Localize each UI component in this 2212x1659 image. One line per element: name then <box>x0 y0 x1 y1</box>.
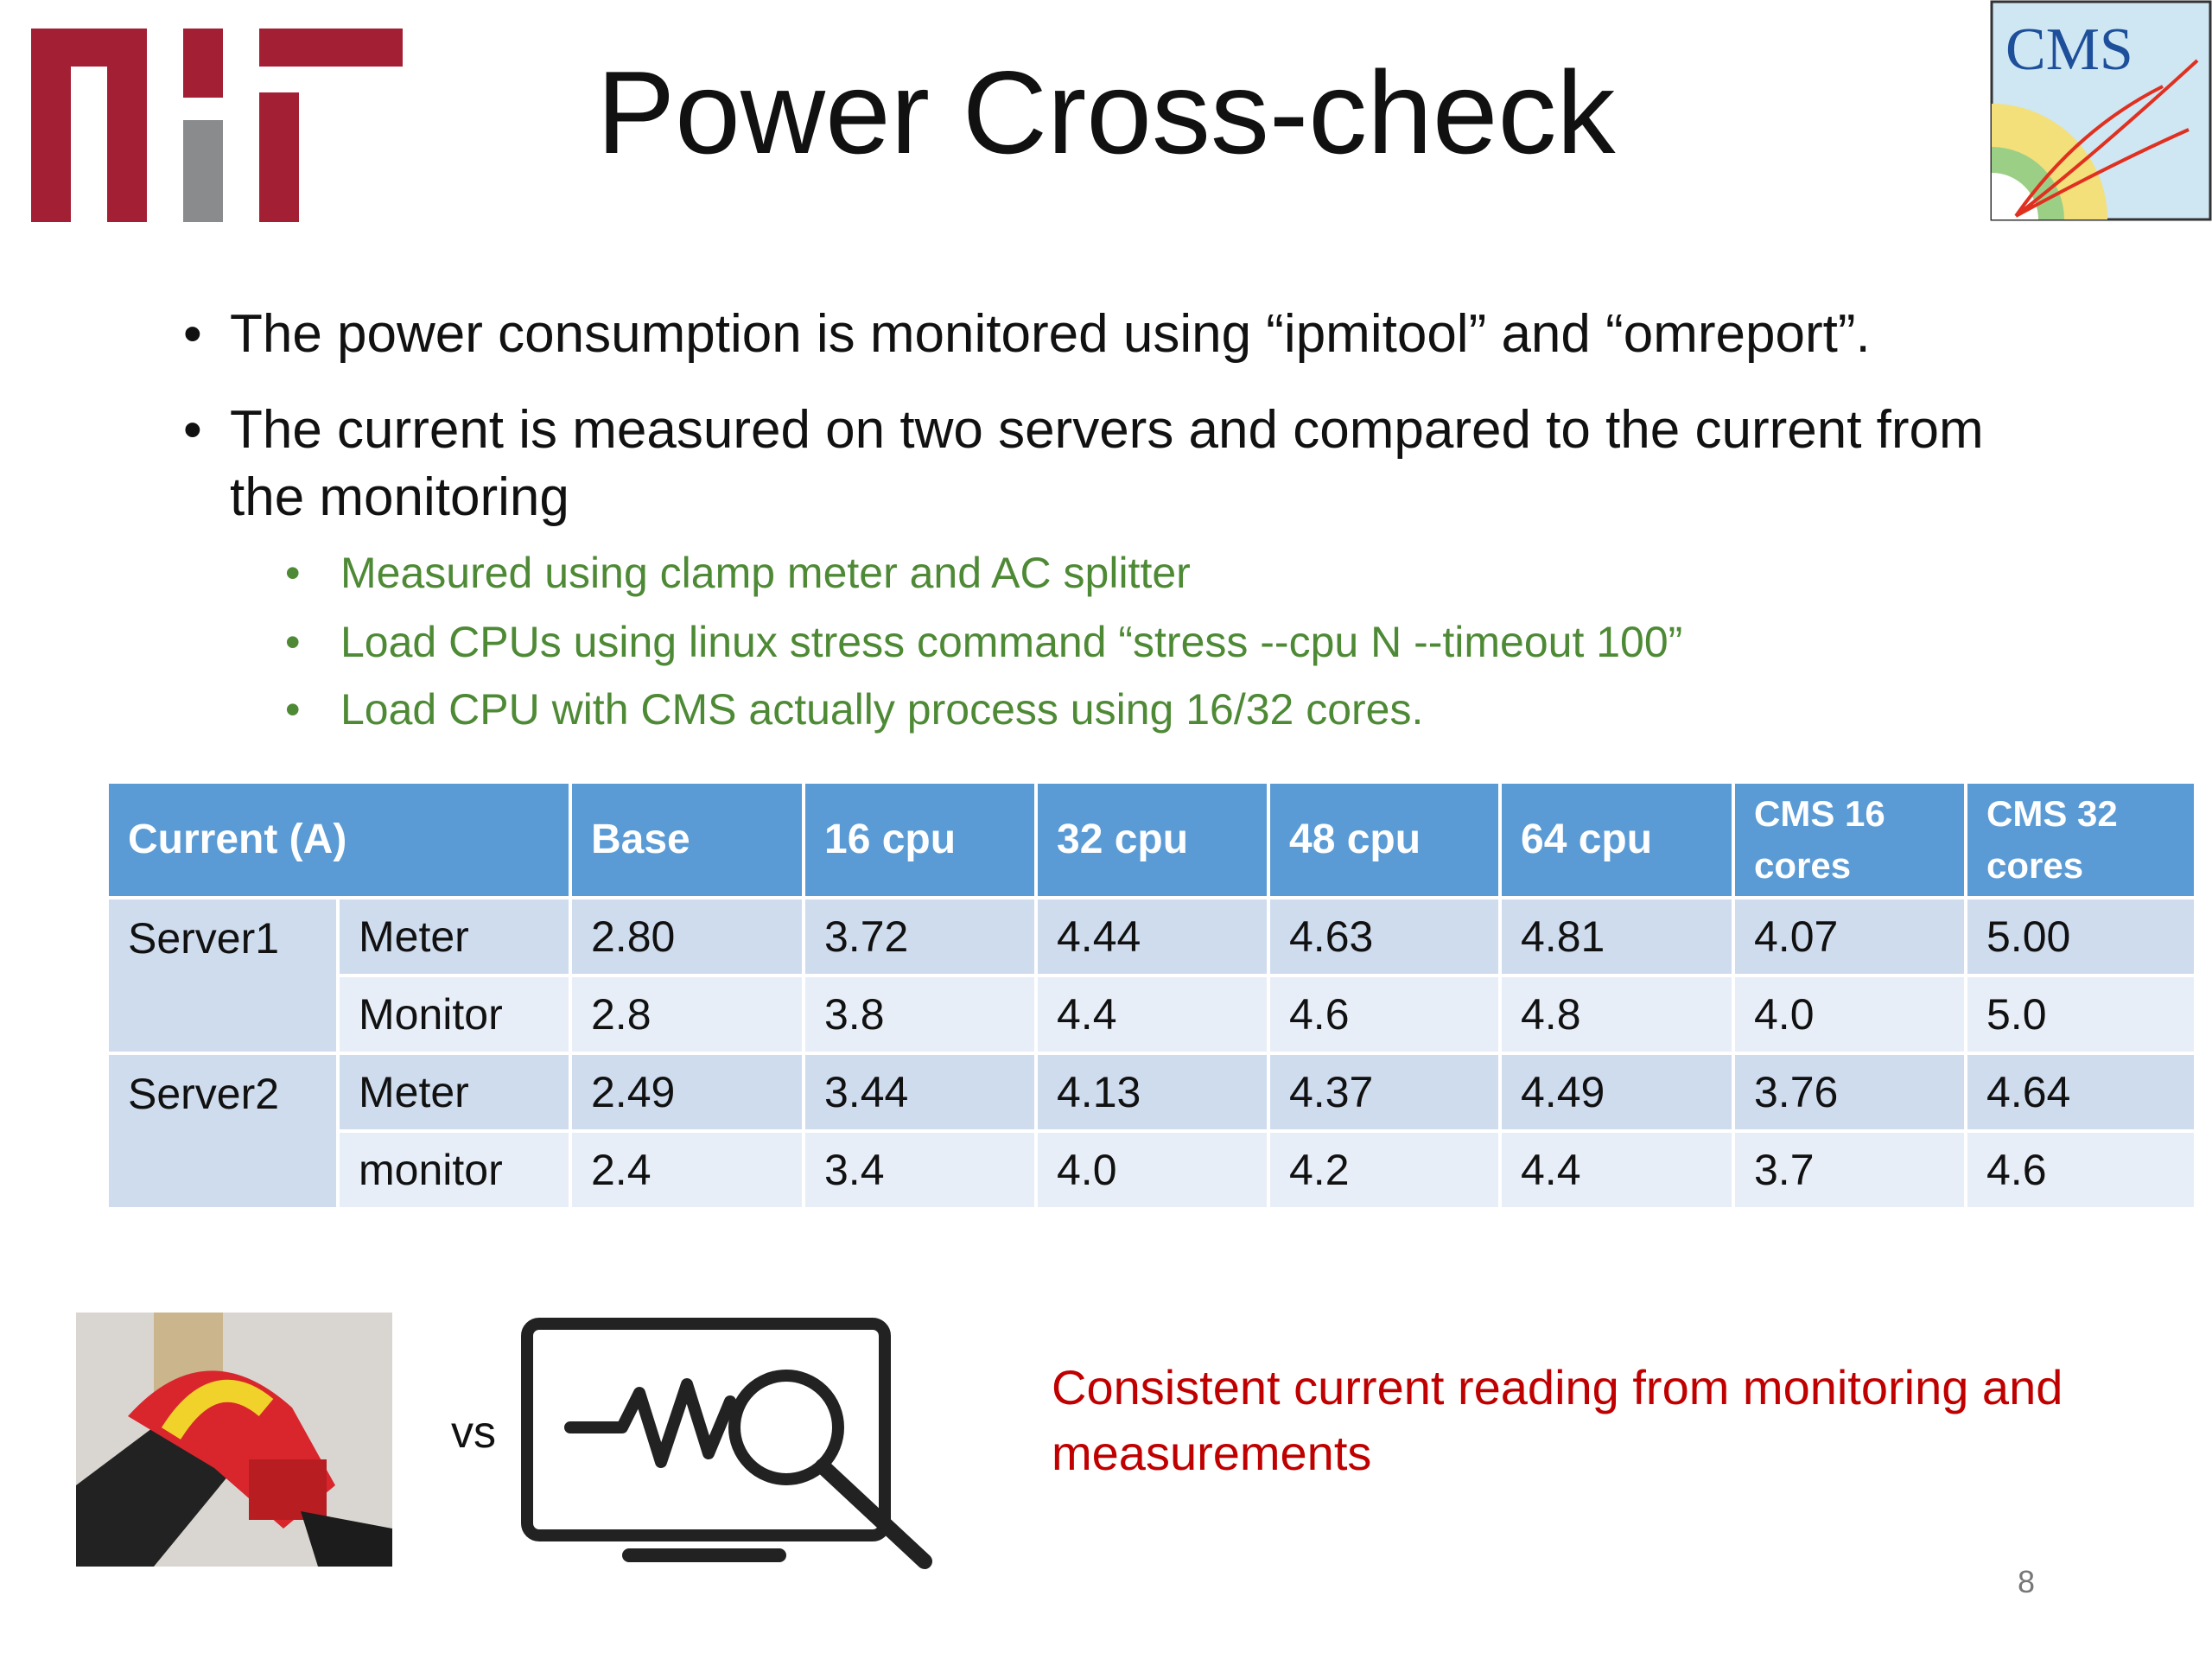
table-row: Monitor 2.8 3.8 4.4 4.6 4.8 4.0 5.0 <box>107 974 2197 1055</box>
bullet-text: The power consumption is monitored using… <box>230 304 1871 364</box>
table-cell: 4.64 <box>1964 1052 2197 1133</box>
group-cell: Server1 <box>105 896 340 1055</box>
table-cell: 3.72 <box>802 896 1038 977</box>
table-cell: 2.4 <box>569 1129 805 1211</box>
table-cell: 4.6 <box>1964 1129 2197 1211</box>
table-cell: 4.44 <box>1034 896 1270 977</box>
bullet: • The power consumption is monitored usin… <box>183 301 2041 368</box>
header-cell: 48 cpu <box>1267 780 1502 899</box>
bullet-text: The current is measured on two servers a… <box>230 400 1984 527</box>
table-cell: 4.63 <box>1267 896 1502 977</box>
clamp-meter-photo <box>76 1313 392 1567</box>
sub-bullet-text: Measured using clamp meter and AC splitt… <box>340 549 1191 597</box>
header-cell: Current (A) <box>105 780 572 899</box>
sub-bullet: • Measured using clamp meter and AC split… <box>285 549 1191 597</box>
group-cell: Server2 <box>105 1052 340 1211</box>
table-cell: 4.4 <box>1034 974 1270 1055</box>
table-cell: 4.81 <box>1498 896 1735 977</box>
table-cell: 4.8 <box>1498 974 1735 1055</box>
vs-label: vs <box>451 1408 496 1458</box>
mit-logo <box>31 29 403 222</box>
table-cell: Meter <box>336 1052 572 1133</box>
sub-bullet: • Load CPU with CMS actually process usin… <box>285 685 1424 734</box>
table-cell: 4.2 <box>1267 1129 1502 1211</box>
bullet: • The current is measured on two servers … <box>183 397 2041 531</box>
monitor-icon <box>521 1318 932 1569</box>
current-table: Current (A) Base 16 cpu 32 cpu 48 cpu 64 cpu C… <box>105 780 2197 1211</box>
table-cell: 5.00 <box>1964 896 2197 977</box>
table-cell: Monitor <box>336 974 572 1055</box>
table-cell: 2.80 <box>569 896 805 977</box>
slide-title: Power Cross-check <box>596 47 1616 178</box>
sub-bullet-text: Load CPUs using linux stress command “st… <box>340 618 1683 666</box>
table-cell: 3.44 <box>802 1052 1038 1133</box>
table-cell: 4.37 <box>1267 1052 1502 1133</box>
table-row: monitor 2.4 3.4 4.0 4.2 4.4 3.7 4.6 <box>107 1129 2197 1211</box>
header-cell: 16 cpu <box>802 780 1038 899</box>
header-cell: CMS 16 cores <box>1732 780 1967 899</box>
table-cell: 4.4 <box>1498 1129 1735 1211</box>
table-cell: 4.07 <box>1732 896 1967 977</box>
table-cell: 4.49 <box>1498 1052 1735 1133</box>
table-cell: 5.0 <box>1964 974 2197 1055</box>
cms-logo: CMS <box>1990 0 2212 221</box>
header-cell: 32 cpu <box>1034 780 1270 899</box>
header-cell: CMS 32 cores <box>1964 780 2197 899</box>
table-cell: 3.76 <box>1732 1052 1967 1133</box>
conclusion: Consistent current reading from monitori… <box>1052 1360 2063 1480</box>
table-cell: monitor <box>336 1129 572 1211</box>
table-row: Server1 Meter 2.80 3.72 4.44 4.63 4.81 4.07 5.00 <box>105 896 2197 1055</box>
table-cell: 3.8 <box>802 974 1038 1055</box>
page-number: 8 <box>2018 1564 2036 1599</box>
table-cell: 4.0 <box>1732 974 1967 1055</box>
sub-bullet: • Load CPUs using linux stress command “s… <box>285 618 1683 666</box>
table-cell: 3.4 <box>802 1129 1038 1211</box>
header-cell: Base <box>569 780 805 899</box>
table-cell: 3.7 <box>1732 1129 1967 1211</box>
table-cell: 2.49 <box>569 1052 805 1133</box>
table-cell: 4.0 <box>1034 1129 1270 1211</box>
logo-text: CMS <box>2005 16 2133 83</box>
table-cell: 2.8 <box>569 974 805 1055</box>
sub-bullet-text: Load CPU with CMS actually process using… <box>340 685 1424 734</box>
table-cell: 4.6 <box>1267 974 1502 1055</box>
table-row: Server2 Meter 2.49 3.44 4.13 4.37 4.49 3.76 4.64 <box>105 1052 2197 1211</box>
table-cell: Meter <box>336 896 572 977</box>
table-cell: 4.13 <box>1034 1052 1270 1133</box>
header-cell: 64 cpu <box>1498 780 1735 899</box>
